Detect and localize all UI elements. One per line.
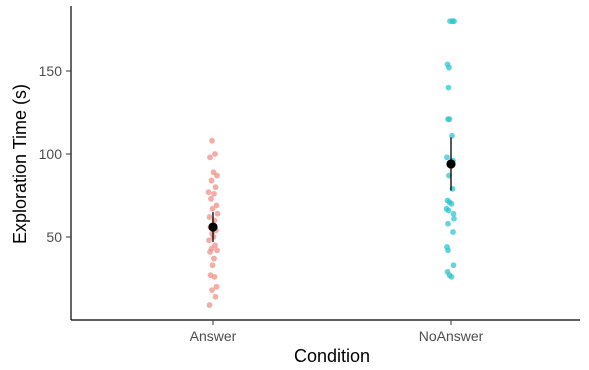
data-point (214, 247, 220, 254)
y-axis-title: Exploration Time (s) (10, 84, 30, 244)
data-point (214, 172, 220, 179)
data-point (206, 214, 213, 220)
data-point (212, 184, 219, 191)
data-point (445, 220, 451, 227)
data-point (206, 302, 213, 308)
data-point (444, 154, 450, 161)
data-point (213, 283, 220, 290)
data-point (449, 132, 455, 139)
data-point (207, 154, 213, 161)
data-point (209, 287, 215, 294)
mean-point (446, 159, 456, 169)
data-point (205, 189, 212, 196)
data-point (208, 177, 215, 184)
data-point (213, 202, 220, 209)
plot-area (205, 18, 457, 308)
data-point (446, 64, 452, 71)
data-point (207, 249, 213, 255)
y-tick-label: 50 (46, 229, 62, 245)
data-point (211, 255, 217, 262)
y-tick-label: 150 (39, 63, 63, 79)
data-point (448, 273, 455, 280)
data-point (209, 262, 216, 269)
data-point (206, 237, 212, 244)
mean-point (208, 222, 218, 232)
data-point (448, 200, 455, 207)
data-point (209, 137, 215, 144)
x-axis: Answer NoAnswer (190, 320, 484, 344)
data-point (446, 116, 453, 123)
data-point (214, 210, 221, 217)
y-tick-label: 100 (39, 146, 63, 162)
data-point (211, 190, 217, 197)
data-point (208, 195, 214, 202)
x-axis-title: Condition (294, 346, 370, 366)
x-tick-label: Answer (190, 328, 237, 344)
data-point (212, 293, 219, 300)
data-point (450, 262, 457, 269)
data-point (451, 215, 457, 222)
data-point (211, 273, 218, 280)
data-point (445, 207, 452, 214)
data-point (212, 151, 218, 157)
data-point (209, 205, 216, 212)
y-axis: 50 100 150 (39, 63, 71, 245)
x-tick-label: NoAnswer (419, 328, 484, 344)
data-point (450, 210, 457, 217)
data-point (445, 84, 452, 91)
data-point (450, 229, 456, 235)
data-point (451, 18, 457, 25)
data-point (445, 247, 451, 254)
